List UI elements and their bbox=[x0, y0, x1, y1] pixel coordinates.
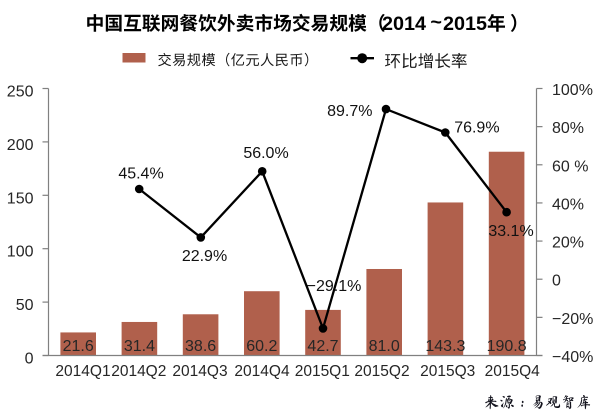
svg-text:0: 0 bbox=[25, 351, 34, 368]
svg-text:200: 200 bbox=[7, 137, 34, 154]
svg-text:22.9%: 22.9% bbox=[182, 248, 227, 265]
svg-text:50: 50 bbox=[16, 297, 34, 314]
svg-text:−29.1%: −29.1% bbox=[307, 278, 362, 295]
svg-text:143.3: 143.3 bbox=[425, 338, 465, 355]
svg-text:−20%: −20% bbox=[552, 311, 593, 328]
svg-text:150: 150 bbox=[7, 190, 34, 207]
svg-text:2014Q4: 2014Q4 bbox=[234, 363, 290, 380]
svg-text:100: 100 bbox=[7, 244, 34, 261]
svg-text:60 %: 60 % bbox=[552, 158, 588, 175]
svg-text:56.0%: 56.0% bbox=[243, 145, 288, 162]
svg-text:2014Q2: 2014Q2 bbox=[111, 363, 166, 380]
svg-text:2014Q3: 2014Q3 bbox=[172, 363, 227, 380]
svg-text:89.7%: 89.7% bbox=[327, 103, 372, 120]
svg-text:81.0: 81.0 bbox=[369, 338, 400, 355]
svg-text:2015Q4: 2015Q4 bbox=[485, 363, 541, 380]
svg-text:80%: 80% bbox=[552, 120, 584, 137]
svg-text:2015Q3: 2015Q3 bbox=[420, 363, 475, 380]
svg-text:2014Q1: 2014Q1 bbox=[55, 363, 110, 380]
svg-text:76.9%: 76.9% bbox=[454, 120, 499, 137]
svg-text:31.4: 31.4 bbox=[124, 338, 155, 355]
svg-text:20%: 20% bbox=[552, 235, 584, 252]
svg-text:~: ~ bbox=[430, 12, 442, 34]
svg-text:38.6: 38.6 bbox=[185, 338, 216, 355]
svg-text:2015Q2: 2015Q2 bbox=[354, 363, 409, 380]
svg-text:190.8: 190.8 bbox=[487, 338, 527, 355]
svg-text:−40%: −40% bbox=[552, 349, 593, 366]
svg-text:40%: 40% bbox=[552, 196, 584, 213]
svg-text:45.4%: 45.4% bbox=[118, 166, 163, 183]
svg-text:0: 0 bbox=[552, 273, 561, 290]
svg-text:2015Q1: 2015Q1 bbox=[295, 363, 350, 380]
svg-text:42.7: 42.7 bbox=[307, 338, 338, 355]
svg-text:100%: 100% bbox=[552, 82, 593, 99]
svg-text:60.2: 60.2 bbox=[246, 338, 277, 355]
svg-text:21.6: 21.6 bbox=[63, 338, 94, 355]
svg-text:33.1%: 33.1% bbox=[488, 223, 533, 240]
svg-text:250: 250 bbox=[7, 84, 34, 101]
svg-text:2015: 2015 bbox=[443, 13, 487, 35]
svg-text:2014: 2014 bbox=[382, 13, 426, 35]
